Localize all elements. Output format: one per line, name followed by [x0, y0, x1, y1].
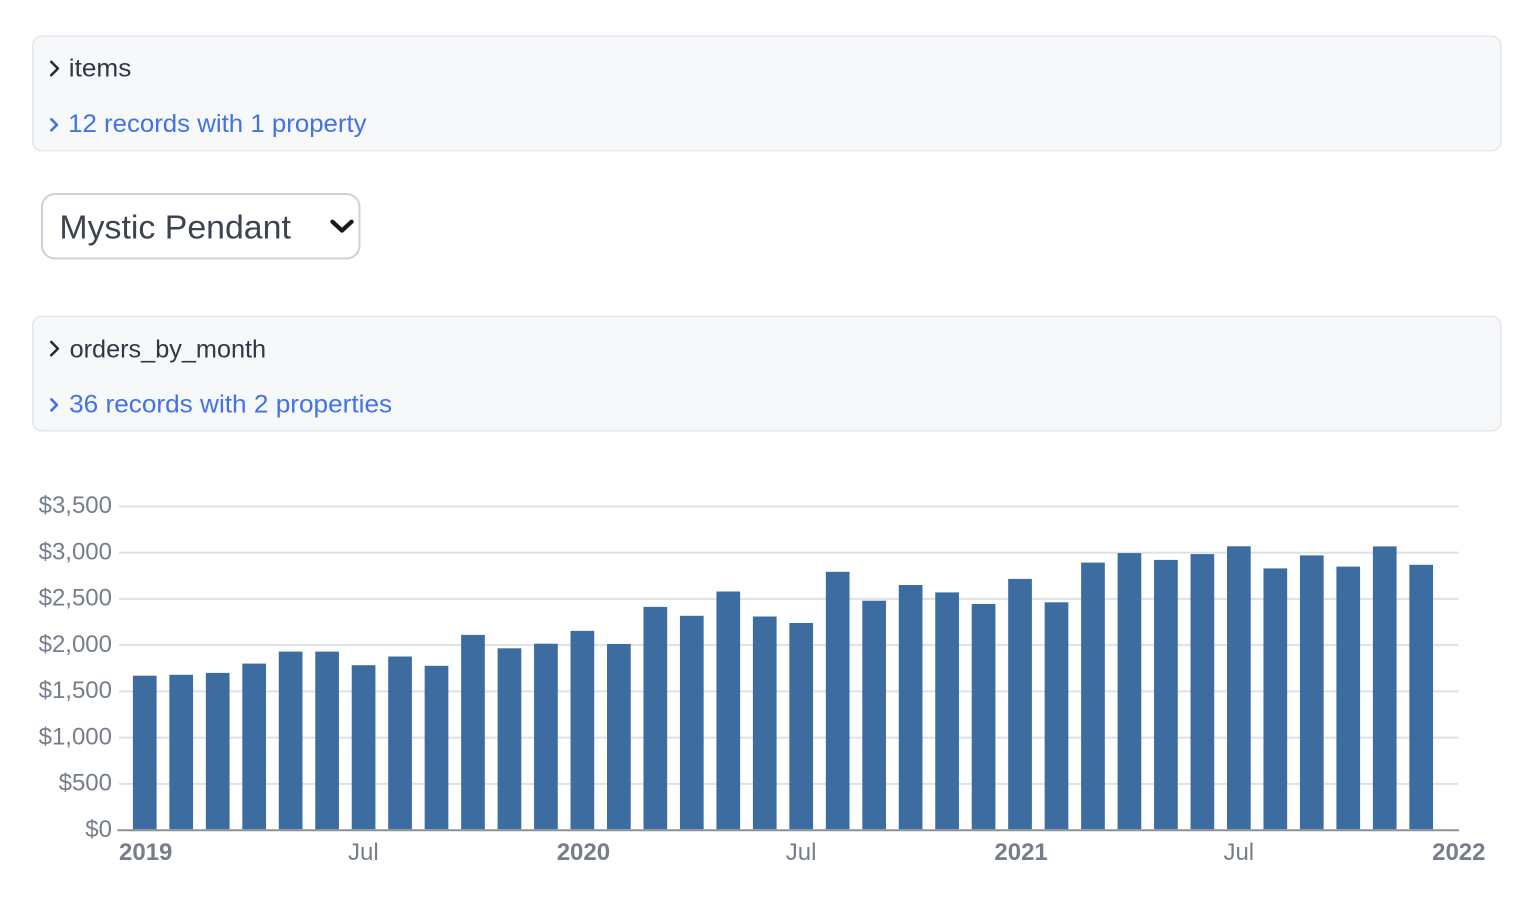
svg-text:Jul: Jul [786, 839, 817, 866]
svg-text:$500: $500 [59, 770, 112, 797]
svg-text:$3,000: $3,000 [39, 538, 112, 565]
svg-text:$2,000: $2,000 [39, 631, 112, 658]
svg-text:orders_by_month: orders_by_month [70, 336, 267, 364]
svg-text:$2,500: $2,500 [39, 585, 112, 612]
svg-text:items: items [69, 55, 132, 83]
svg-text:$1,500: $1,500 [39, 677, 112, 704]
svg-text:$3,500: $3,500 [39, 492, 112, 519]
svg-text:2020: 2020 [557, 839, 610, 866]
svg-text:12 records with 1 property: 12 records with 1 property [68, 110, 367, 138]
svg-text:$0: $0 [85, 816, 112, 843]
svg-text:Mystic Pendant: Mystic Pendant [59, 208, 291, 245]
svg-text:Jul: Jul [348, 839, 379, 866]
svg-text:$1,000: $1,000 [39, 723, 112, 750]
svg-text:2022: 2022 [1432, 839, 1485, 866]
svg-text:2019: 2019 [119, 839, 172, 866]
svg-text:2021: 2021 [994, 839, 1047, 866]
svg-text:Jul: Jul [1223, 839, 1254, 866]
svg-text:36 records with 2 properties: 36 records with 2 properties [69, 390, 392, 418]
